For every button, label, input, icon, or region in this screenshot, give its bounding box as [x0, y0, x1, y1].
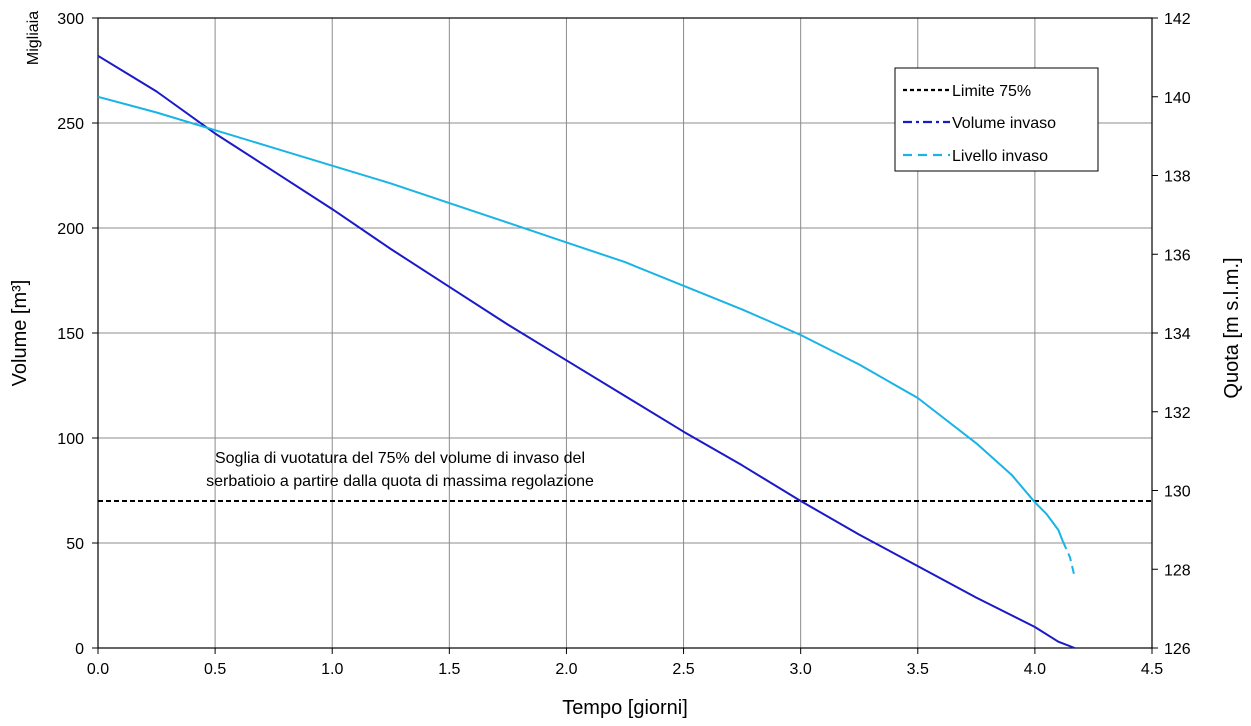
x-tick-label: 1.5	[438, 661, 460, 678]
y-tick-label: 300	[57, 11, 84, 28]
legend-label-volume: Volume invaso	[952, 115, 1056, 132]
series-volume-invaso	[97, 54, 1076, 649]
ticks: 0.0 0.5 1.0 1.5 2.0 2.5 3.0 3.5 4.0 4.5 0 50 100 150 2…	[57, 11, 1191, 678]
y-tick-label: 50	[66, 536, 84, 553]
y2-axis-title: Quota [m s.l.m.]	[1221, 257, 1243, 398]
y2-tick-label: 130	[1164, 484, 1191, 501]
x-axis-title: Tempo [giorni]	[562, 697, 688, 719]
legend-label-limite: Limite 75%	[952, 83, 1031, 100]
x-tick-label: 4.0	[1024, 661, 1046, 678]
x-tick-label: 2.0	[555, 661, 577, 678]
y2-tick-label: 134	[1164, 326, 1191, 343]
annotation-line-2: serbatioio a partire dalla quota di mass…	[206, 473, 594, 490]
series-livello-invaso-tratto-finale	[1062, 541, 1076, 578]
y-tick-label: 0	[75, 641, 84, 658]
y2-tick-label: 128	[1164, 562, 1191, 579]
y-tick-label: 250	[57, 116, 84, 133]
series-livello-invaso	[97, 95, 1064, 543]
x-tick-label: 4.5	[1141, 661, 1163, 678]
x-tick-label: 3.5	[907, 661, 929, 678]
y-tick-label: 100	[57, 431, 84, 448]
x-tick-label: 0.5	[204, 661, 226, 678]
annotation-line-1: Soglia di vuotatura del 75% del volume d…	[215, 450, 585, 467]
x-tick-label: 0.0	[87, 661, 109, 678]
series-group	[97, 54, 1152, 649]
legend: Limite 75% Volume invaso Livello invaso	[894, 67, 1099, 172]
y-tick-label: 200	[57, 221, 84, 238]
y2-tick-label: 138	[1164, 169, 1191, 186]
y-units-note: Migliaia	[25, 11, 42, 65]
x-tick-label: 2.5	[672, 661, 694, 678]
legend-label-livello: Livello invaso	[952, 148, 1048, 165]
y-tick-label: 150	[57, 326, 84, 343]
y2-tick-label: 132	[1164, 405, 1191, 422]
y2-tick-label: 126	[1164, 641, 1191, 658]
y2-tick-label: 142	[1164, 11, 1191, 28]
y2-tick-label: 136	[1164, 247, 1191, 264]
y-axis-title: Volume [m³]	[9, 280, 31, 387]
y2-tick-label: 140	[1164, 90, 1191, 107]
x-tick-label: 1.0	[321, 661, 343, 678]
x-tick-label: 3.0	[790, 661, 812, 678]
legend-box	[894, 67, 1099, 172]
